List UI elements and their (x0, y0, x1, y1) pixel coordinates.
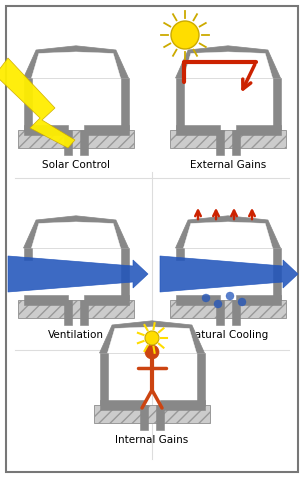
Polygon shape (120, 78, 129, 130)
Polygon shape (85, 125, 129, 135)
Polygon shape (175, 248, 184, 260)
Polygon shape (120, 248, 129, 300)
Text: Internal Gains: Internal Gains (116, 435, 188, 445)
Circle shape (214, 300, 222, 308)
Text: Ventilation: Ventilation (48, 330, 104, 340)
Polygon shape (0, 58, 75, 148)
Polygon shape (160, 256, 298, 292)
Polygon shape (216, 300, 224, 325)
Polygon shape (18, 300, 134, 318)
Circle shape (202, 294, 210, 302)
Polygon shape (175, 46, 281, 78)
Polygon shape (99, 353, 108, 405)
Polygon shape (23, 46, 129, 78)
Polygon shape (64, 300, 72, 325)
Polygon shape (108, 327, 196, 353)
Polygon shape (80, 130, 88, 155)
Circle shape (238, 298, 246, 306)
Text: Natural Cooling: Natural Cooling (187, 330, 269, 340)
Polygon shape (175, 78, 184, 130)
Polygon shape (23, 295, 67, 305)
Polygon shape (85, 295, 129, 305)
Polygon shape (232, 300, 240, 325)
Polygon shape (94, 405, 210, 423)
Polygon shape (23, 216, 129, 248)
Polygon shape (196, 353, 205, 405)
Polygon shape (216, 130, 224, 155)
Polygon shape (23, 125, 67, 135)
Polygon shape (18, 130, 134, 148)
Polygon shape (170, 130, 286, 148)
Polygon shape (99, 321, 205, 353)
Polygon shape (99, 400, 143, 410)
Text: External Gains: External Gains (190, 160, 266, 170)
Polygon shape (232, 130, 240, 155)
Polygon shape (184, 222, 272, 248)
Polygon shape (184, 52, 272, 78)
Text: Solar Control: Solar Control (42, 160, 110, 170)
Circle shape (145, 345, 159, 359)
Polygon shape (272, 248, 281, 300)
Polygon shape (170, 300, 286, 318)
Polygon shape (175, 125, 219, 135)
Polygon shape (23, 248, 32, 260)
FancyBboxPatch shape (6, 6, 298, 472)
Polygon shape (80, 300, 88, 325)
Polygon shape (23, 78, 32, 130)
Polygon shape (64, 130, 72, 155)
Polygon shape (237, 295, 281, 305)
Polygon shape (161, 400, 205, 410)
Polygon shape (32, 222, 120, 248)
Circle shape (226, 292, 234, 300)
Polygon shape (32, 52, 120, 78)
Polygon shape (140, 405, 148, 430)
Circle shape (145, 331, 159, 345)
Polygon shape (156, 405, 164, 430)
Polygon shape (175, 216, 281, 248)
Polygon shape (175, 295, 219, 305)
Circle shape (171, 21, 199, 49)
Polygon shape (8, 256, 148, 292)
Polygon shape (237, 125, 281, 135)
Polygon shape (272, 78, 281, 130)
